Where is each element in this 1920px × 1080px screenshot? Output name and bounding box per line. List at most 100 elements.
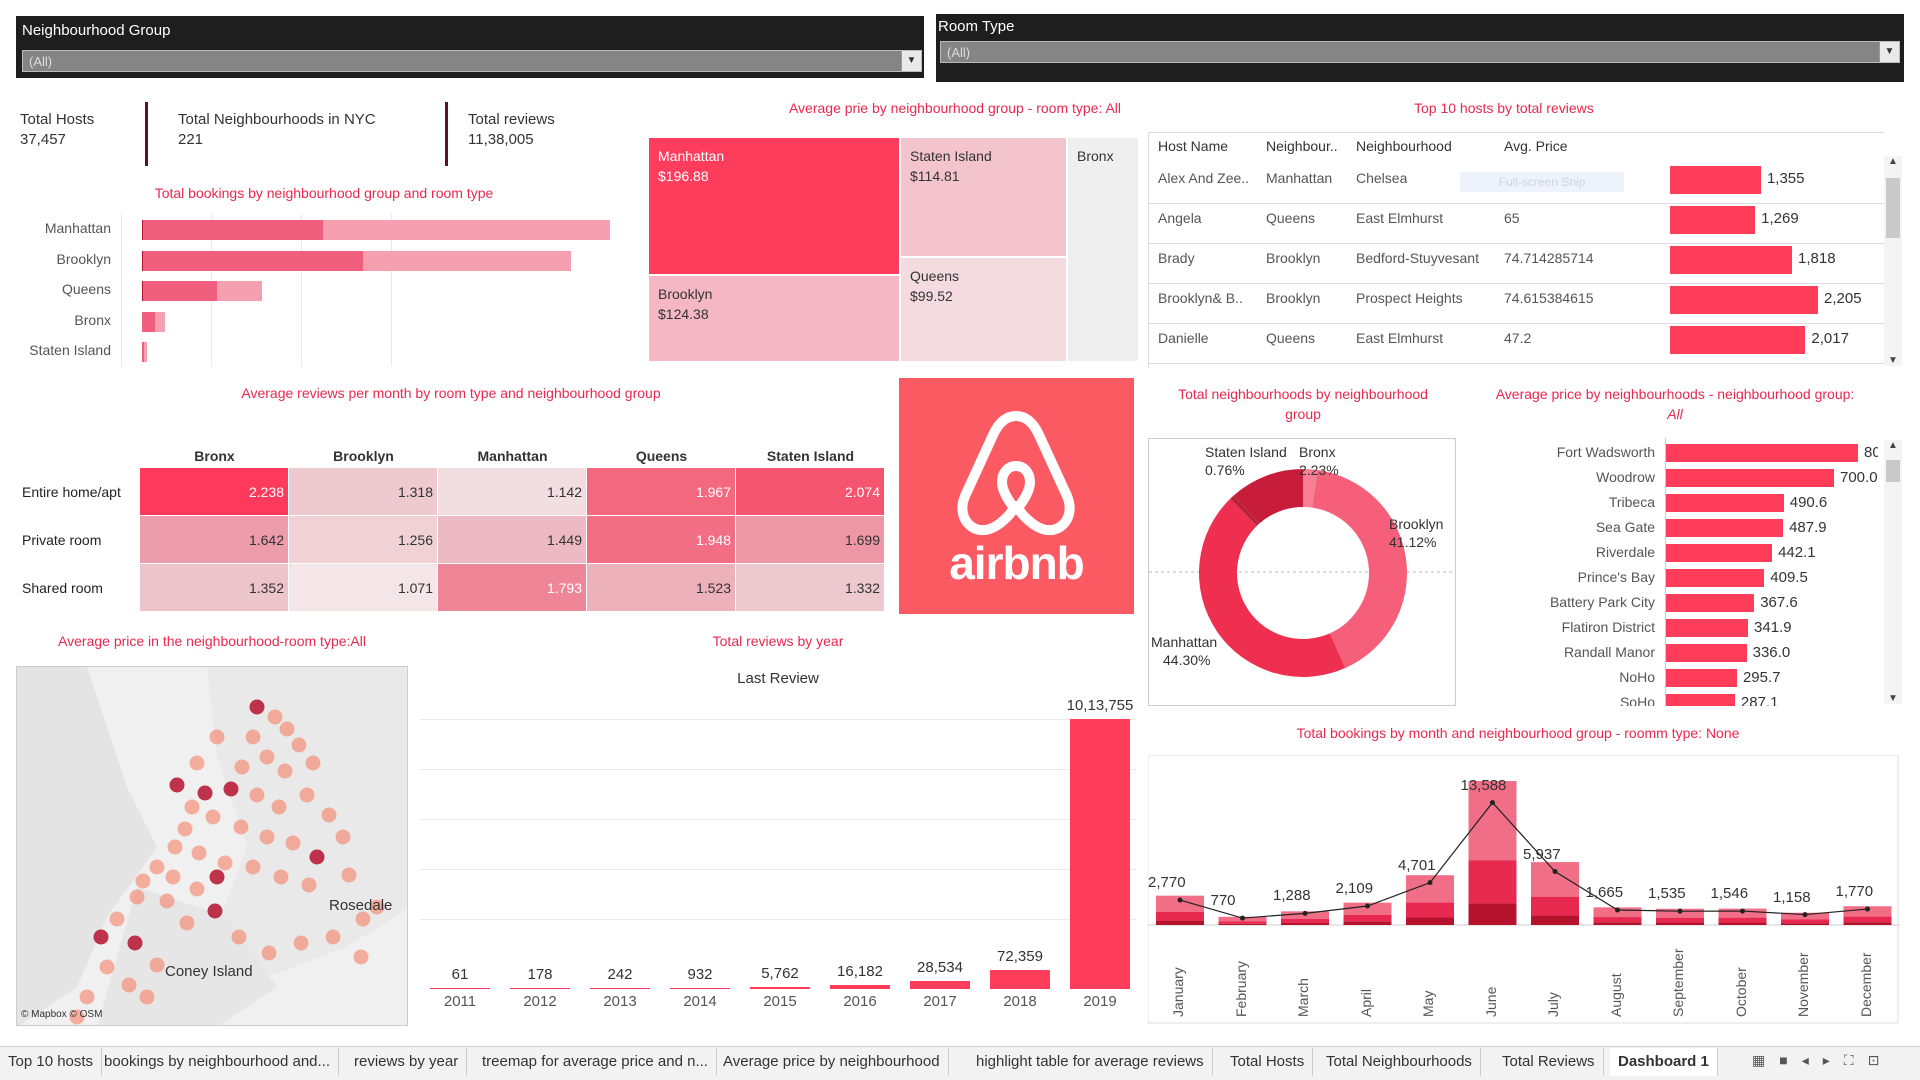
neigh-bar[interactable] <box>1666 519 1784 537</box>
year-bar[interactable] <box>830 984 890 989</box>
avg-price-neigh-scrollbar[interactable]: ▲ ▼ <box>1884 440 1902 704</box>
sheet-tab[interactable]: treemap for average price and n... <box>474 1048 717 1076</box>
neigh-bar[interactable] <box>1666 594 1755 612</box>
reviews-bar[interactable] <box>1670 166 1761 194</box>
month-bar-segment[interactable] <box>1531 915 1579 925</box>
month-bar-segment[interactable] <box>1218 923 1267 925</box>
sheet-tab[interactable]: highlight table for average reviews <box>968 1048 1213 1076</box>
presentation-icon[interactable]: ⊡ <box>1867 1052 1880 1068</box>
chevron-down-icon[interactable]: ▼ <box>901 51 921 71</box>
bar-segment[interactable] <box>142 250 143 271</box>
map-attribution[interactable]: © Mapbox © OSM <box>21 1009 103 1020</box>
next-tab-icon[interactable]: ▸ <box>1822 1052 1830 1068</box>
heatmap-cell[interactable]: 1.699 <box>736 516 884 563</box>
heatmap-cell[interactable]: 1.449 <box>438 516 586 563</box>
month-bar-segment[interactable] <box>1656 922 1704 925</box>
heatmap-cell[interactable]: 1.142 <box>438 468 586 515</box>
neigh-bar[interactable] <box>1666 619 1749 637</box>
month-bar-segment[interactable] <box>1781 923 1829 925</box>
month-bar-segment[interactable] <box>1531 896 1579 916</box>
bar-segment[interactable] <box>217 281 262 301</box>
donut-slice-staten-island[interactable] <box>1230 495 1260 526</box>
bar-segment[interactable] <box>155 311 166 332</box>
scrollbar-thumb[interactable] <box>1886 178 1900 238</box>
bar-segment[interactable] <box>143 250 363 271</box>
bar-segment[interactable] <box>363 250 571 271</box>
month-bar-segment[interactable] <box>1218 921 1267 924</box>
bar-segment[interactable] <box>142 220 143 240</box>
treemap-cell-bronx[interactable]: Bronx <box>1068 138 1138 361</box>
year-bar[interactable] <box>1070 719 1130 989</box>
sheet-tab[interactable]: Average price by neighbourhood <box>715 1048 949 1076</box>
table-header[interactable]: Neighbourhood <box>1356 138 1452 154</box>
sheet-tab[interactable]: Total Reviews <box>1494 1048 1604 1076</box>
neigh-bar[interactable] <box>1666 469 1834 487</box>
month-bar-segment[interactable] <box>1656 917 1704 923</box>
treemap-cell-manhattan[interactable]: Manhattan $196.88 <box>649 138 899 274</box>
table-header[interactable]: Neighbour.. <box>1266 138 1338 154</box>
bar-segment[interactable] <box>143 281 217 301</box>
month-bar-segment[interactable] <box>1781 919 1829 924</box>
month-bar-segment[interactable] <box>1593 922 1642 925</box>
neigh-bar[interactable] <box>1666 694 1735 706</box>
month-bar-segment[interactable] <box>1156 895 1204 912</box>
bar-segment[interactable] <box>142 311 156 332</box>
month-bar-segment[interactable] <box>1156 911 1204 921</box>
month-bar-segment[interactable] <box>1718 917 1767 923</box>
sheet-tab[interactable]: reviews by year <box>346 1048 468 1076</box>
sheet-tab[interactable]: Total Neighbourhoods <box>1318 1048 1481 1076</box>
neigh-bar[interactable] <box>1666 644 1747 662</box>
donut-slice-queens[interactable] <box>1233 469 1303 524</box>
treemap-cell-brooklyn[interactable]: Brooklyn $124.38 <box>649 276 899 361</box>
bar-segment[interactable] <box>143 220 323 240</box>
treemap-cell-queens[interactable]: Queens $99.52 <box>901 258 1066 361</box>
month-bar-segment[interactable] <box>1843 922 1892 925</box>
neigh-bar[interactable] <box>1666 444 1858 462</box>
sheet-tab[interactable]: Top 10 hosts <box>0 1048 103 1076</box>
heatmap-cell[interactable]: 1.967 <box>587 468 735 515</box>
donut-slice-brooklyn[interactable] <box>1312 470 1407 669</box>
heatmap-cell[interactable]: 2.074 <box>736 468 884 515</box>
sheet-tab[interactable]: bookings by neighbourhood and... <box>96 1048 340 1076</box>
table-header[interactable]: Host Name <box>1158 138 1229 154</box>
sheet-tab[interactable]: Total Hosts <box>1222 1048 1314 1076</box>
year-bar[interactable] <box>990 969 1050 989</box>
month-bar-segment[interactable] <box>1406 902 1454 918</box>
bar-segment[interactable] <box>144 342 148 362</box>
donut-slice-manhattan[interactable] <box>1199 498 1346 678</box>
heatmap-cell[interactable]: 1.793 <box>438 564 586 611</box>
scroll-down-icon[interactable]: ▼ <box>1888 355 1898 366</box>
month-bar-segment[interactable] <box>1531 862 1579 897</box>
room-type-select[interactable]: (All) ▼ <box>940 41 1900 63</box>
heatmap-cell[interactable]: 1.948 <box>587 516 735 563</box>
heatmap-cell[interactable]: 1.332 <box>736 564 884 611</box>
sheet-sorter-icon[interactable]: ▦ <box>1752 1052 1766 1068</box>
bar-segment[interactable] <box>323 220 610 240</box>
month-bar-segment[interactable] <box>1593 917 1642 923</box>
month-bar-segment[interactable] <box>1468 860 1517 904</box>
avg-price-map[interactable]: Rosedale Coney Island © Mapbox © OSM <box>16 666 408 1026</box>
heatmap-cell[interactable]: 1.642 <box>140 516 288 563</box>
year-bar[interactable] <box>510 988 570 989</box>
year-bar[interactable] <box>910 981 970 989</box>
month-bar-segment[interactable] <box>1406 917 1454 925</box>
month-bar-segment[interactable] <box>1468 903 1517 925</box>
month-bar-segment[interactable] <box>1843 916 1892 923</box>
heatmap-cell[interactable]: 1.318 <box>289 468 437 515</box>
scroll-down-icon[interactable]: ▼ <box>1888 693 1898 704</box>
filmstrip-icon[interactable]: ■ <box>1779 1052 1788 1068</box>
reviews-bar[interactable] <box>1670 246 1793 274</box>
donut-slice-bronx[interactable] <box>1303 469 1318 508</box>
scroll-up-icon[interactable]: ▲ <box>1888 156 1898 167</box>
table-header[interactable]: Avg. Price <box>1504 138 1568 154</box>
table-row[interactable]: Danielle Queens East Elmhurst 47.2 2,017 <box>1148 326 1884 366</box>
month-bar-segment[interactable] <box>1156 920 1204 925</box>
heatmap-cell[interactable]: 1.256 <box>289 516 437 563</box>
reviews-bar[interactable] <box>1670 326 1806 354</box>
table-row[interactable]: Brady Brooklyn Bedford-Stuyvesant 74.714285… <box>1148 246 1884 286</box>
treemap-cell-staten-island[interactable]: Staten Island $114.81 <box>901 138 1066 256</box>
month-bar-segment[interactable] <box>1343 921 1392 925</box>
year-bar[interactable] <box>590 988 650 989</box>
month-bar-segment[interactable] <box>1281 918 1329 923</box>
previous-tab-icon[interactable]: ◂ <box>1801 1052 1809 1068</box>
